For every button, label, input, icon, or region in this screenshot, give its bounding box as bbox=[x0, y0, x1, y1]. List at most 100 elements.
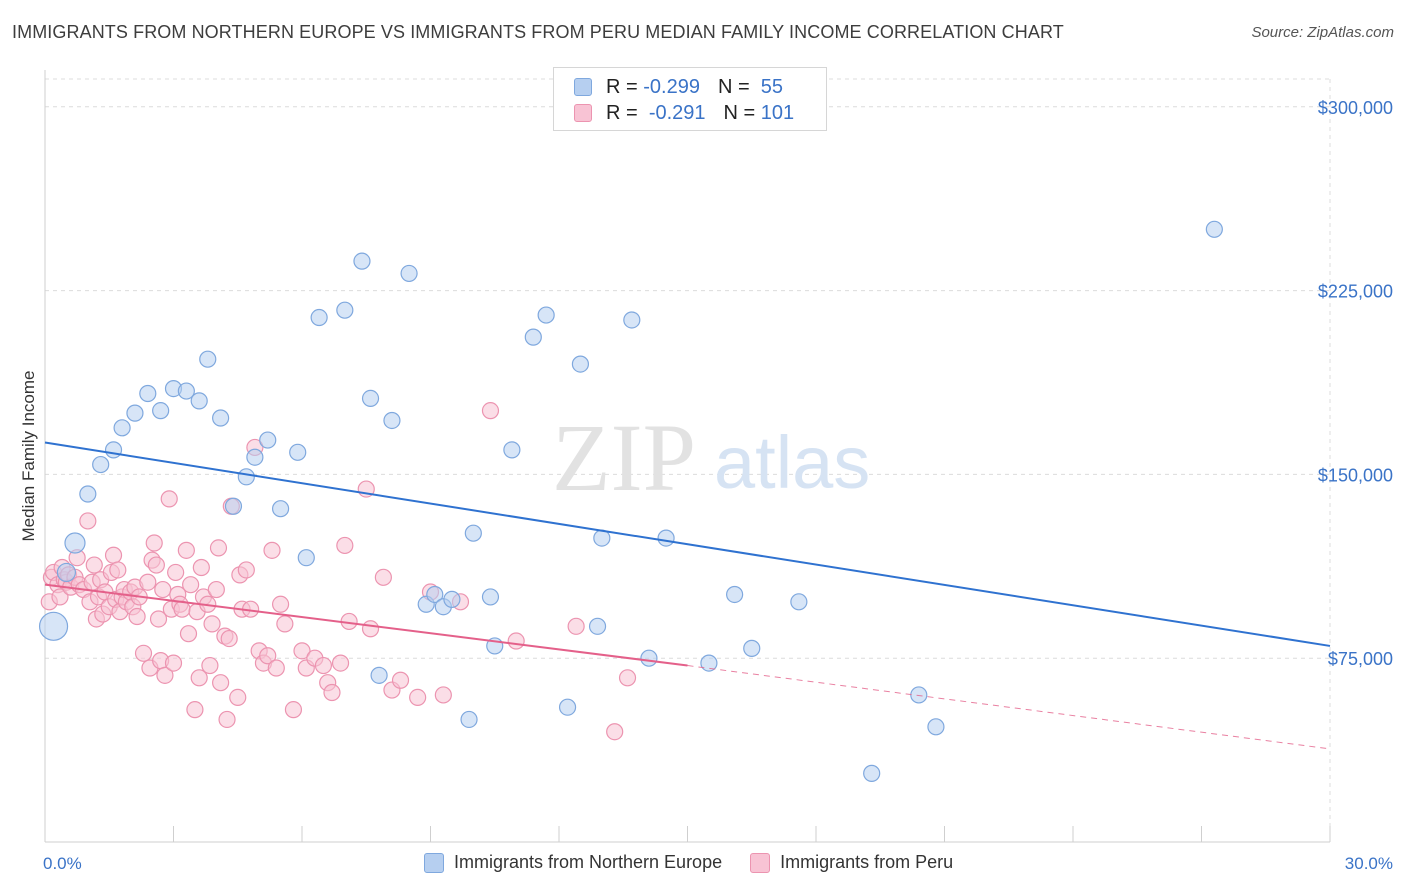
y-axis-label: Median Family Income bbox=[19, 370, 38, 541]
northern-europe-point bbox=[927, 718, 945, 736]
peru-point bbox=[85, 556, 103, 574]
legend-r-label: R = bbox=[606, 101, 638, 124]
northern-europe-point bbox=[571, 355, 590, 373]
peru-point bbox=[263, 541, 281, 559]
peru-point bbox=[209, 539, 228, 557]
peru-point bbox=[160, 490, 178, 508]
peru-point bbox=[293, 642, 311, 660]
northern-europe-point bbox=[353, 252, 371, 270]
trend-lines bbox=[44, 441, 1331, 750]
peru-point bbox=[167, 563, 185, 582]
northern-europe-point bbox=[558, 698, 577, 716]
correlation-legend: R = -0.299 N = 55 R = -0.291 N = 101 bbox=[553, 67, 827, 131]
northern-europe-point bbox=[790, 593, 808, 611]
legend-r-label: R = bbox=[606, 75, 638, 98]
peru-point bbox=[314, 656, 333, 675]
peru-point bbox=[391, 671, 410, 689]
source-credit: Source: ZipAtlas.com bbox=[1251, 24, 1394, 41]
peru-point bbox=[134, 644, 153, 662]
legend-n-value: 55 bbox=[760, 75, 784, 98]
peru-point bbox=[481, 402, 500, 420]
northern-europe-point bbox=[657, 529, 675, 547]
northern-europe-point bbox=[443, 590, 461, 608]
northern-europe-point bbox=[537, 306, 555, 324]
northern-europe-point bbox=[863, 764, 881, 782]
legend-n-label: N = bbox=[723, 101, 756, 124]
peru-point bbox=[201, 656, 219, 675]
northern-europe-point bbox=[297, 549, 315, 567]
peru-point bbox=[323, 683, 341, 702]
peru-point bbox=[331, 654, 350, 672]
northern-europe-point bbox=[113, 419, 131, 437]
peru-point bbox=[190, 669, 208, 687]
northern-europe-point bbox=[104, 441, 123, 459]
northern-europe-point bbox=[743, 639, 761, 657]
northern-europe-point bbox=[623, 311, 641, 329]
peru-point bbox=[212, 674, 230, 692]
peru-point bbox=[164, 654, 183, 672]
peru-point bbox=[336, 536, 354, 555]
northern-europe-point bbox=[38, 611, 69, 641]
y-tick-label: $300,000 bbox=[1318, 98, 1393, 118]
northern-europe-point bbox=[79, 485, 97, 503]
peru-point bbox=[104, 546, 123, 564]
northern-europe-point bbox=[383, 411, 401, 430]
y-tick-label: $225,000 bbox=[1318, 282, 1393, 302]
northern-europe-point bbox=[139, 384, 157, 403]
peru-point bbox=[154, 580, 172, 599]
northern-europe-point bbox=[246, 448, 264, 466]
northern-europe-point bbox=[237, 468, 255, 486]
peru-point bbox=[434, 686, 452, 704]
northern-europe-point bbox=[224, 497, 243, 515]
series-legend-northern-europe: Immigrants from Northern Europe bbox=[424, 852, 722, 873]
northern-europe-point bbox=[310, 308, 328, 327]
series-swatch-blue bbox=[424, 852, 444, 873]
northern-europe-point bbox=[361, 389, 380, 408]
peru-point bbox=[374, 568, 392, 586]
northern-europe-point bbox=[726, 585, 744, 604]
northern-europe-point bbox=[503, 441, 521, 459]
watermark: ZIP atlas bbox=[552, 404, 870, 511]
legend-swatch-blue bbox=[574, 78, 592, 96]
watermark-zip: ZIP bbox=[552, 404, 696, 511]
peru-point bbox=[507, 632, 525, 650]
peru-point bbox=[618, 669, 637, 687]
series-label-peru: Immigrants from Peru bbox=[780, 852, 954, 872]
legend-swatch-pink bbox=[574, 104, 592, 122]
northern-europe-point bbox=[199, 350, 217, 368]
peru-point bbox=[284, 701, 303, 719]
peru-point bbox=[276, 615, 294, 633]
peru-point bbox=[186, 701, 204, 719]
northern-europe-point bbox=[336, 301, 354, 319]
peru-point bbox=[51, 588, 69, 606]
peru-trend-line bbox=[44, 583, 688, 667]
peru-point bbox=[147, 556, 165, 574]
northern-europe-point bbox=[190, 392, 208, 410]
y-tick-label: $150,000 bbox=[1318, 465, 1393, 485]
legend-n-value: 101 bbox=[760, 101, 795, 124]
peru-point bbox=[182, 576, 200, 594]
northern-europe-point bbox=[640, 649, 658, 667]
peru-point bbox=[361, 620, 380, 638]
series-swatch-pink bbox=[750, 852, 771, 873]
peru-point bbox=[606, 723, 624, 741]
peru-point bbox=[207, 580, 225, 599]
peru-point bbox=[267, 659, 285, 677]
peru-point bbox=[109, 561, 127, 579]
axes bbox=[44, 70, 1331, 843]
northern-europe-point bbox=[370, 666, 388, 684]
peru-point bbox=[203, 615, 221, 633]
northern-europe-point bbox=[910, 686, 928, 704]
peru-point bbox=[145, 534, 163, 552]
peru-trend-extension bbox=[687, 665, 1331, 750]
peru-point bbox=[139, 573, 157, 591]
northern-europe-point bbox=[1205, 220, 1223, 238]
series-legend: Immigrants from Northern Europe Immigran… bbox=[424, 852, 981, 873]
peru-point bbox=[220, 629, 238, 648]
y-tick-label: $75,000 bbox=[1328, 649, 1393, 669]
northern-europe-point bbox=[212, 409, 230, 427]
peru-point bbox=[156, 666, 174, 684]
northern-europe-points bbox=[38, 220, 1223, 782]
northern-europe-point bbox=[126, 404, 144, 422]
tick-labels: $75,000 $150,000 $225,000 $300,000 0.0% 30.0% bbox=[43, 98, 1393, 873]
